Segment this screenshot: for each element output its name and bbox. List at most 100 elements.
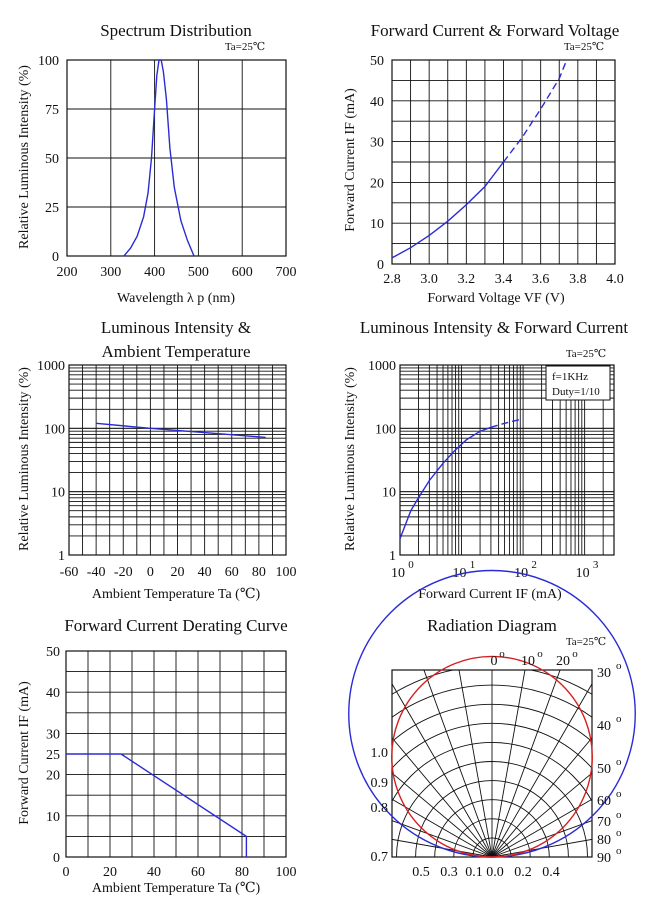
radiation-bottom-tick: 0.0 bbox=[486, 865, 504, 880]
spectrum-ytick: 75 bbox=[45, 103, 59, 118]
ivcur-frame bbox=[399, 364, 615, 556]
ivcur-ytick: 1000 bbox=[368, 359, 396, 374]
radiation-bottom-tick: 0.4 bbox=[542, 865, 560, 880]
ivcur-xtick: 10 bbox=[576, 566, 590, 581]
ivcur-ytick: 10 bbox=[382, 486, 396, 501]
spectrum-ytick: 100 bbox=[38, 54, 59, 69]
iv-ytick: 30 bbox=[370, 136, 384, 151]
ivtemp-ylabel: Relative Luminous Intensity (%) bbox=[17, 367, 32, 551]
ivcur-ytick: 100 bbox=[375, 422, 396, 437]
iv-xtick: 3.8 bbox=[569, 272, 587, 287]
radiation-right-angle: 90 bbox=[597, 851, 611, 866]
iv-xtick: 3.4 bbox=[495, 272, 513, 287]
radiation-right-angle: 70 bbox=[597, 815, 611, 830]
radiation-right-angle-unit: o bbox=[616, 660, 622, 672]
radiation-top-angle-unit: o bbox=[537, 648, 543, 660]
derating-xtick: 80 bbox=[235, 865, 249, 880]
derating-ytick: 25 bbox=[46, 748, 60, 763]
spectrum-ytick: 0 bbox=[52, 250, 59, 265]
radiation-right-angle-unit: o bbox=[616, 788, 622, 800]
derating-xtick: 0 bbox=[63, 865, 70, 880]
radiation-spoke bbox=[491, 772, 592, 857]
derating-ytick: 30 bbox=[46, 727, 60, 742]
iv-xtick: 3.2 bbox=[458, 272, 476, 287]
derating-ytick: 10 bbox=[46, 810, 60, 825]
iv-xtick: 2.8 bbox=[383, 272, 401, 287]
radiation-left-tick: 1.0 bbox=[371, 746, 389, 761]
iv-ylabel: Forward Current IF (mA) bbox=[343, 88, 358, 232]
spectrum-curve bbox=[123, 59, 195, 257]
iv-ytick: 10 bbox=[370, 217, 384, 232]
ivcur-ylabel: Relative Luminous Intensity (%) bbox=[343, 367, 358, 551]
ivcur-xtick: 10 bbox=[453, 566, 467, 581]
spectrum-xtick: 600 bbox=[232, 265, 253, 280]
iv-title: Forward Current & Forward Voltage bbox=[371, 21, 620, 40]
spectrum-xlabel: Wavelength λ p (nm) bbox=[117, 291, 235, 306]
radiation-right-angle-unit: o bbox=[616, 845, 622, 857]
iv-xtick: 3.0 bbox=[420, 272, 438, 287]
intensity-temperature-chart: Luminous Intensity & Ambient Temperature… bbox=[17, 318, 297, 602]
iv-curve-dashed bbox=[502, 59, 568, 163]
radiation-top-angle-unit: o bbox=[499, 648, 505, 660]
intensity-current-chart: Luminous Intensity & Forward Current Ta=… bbox=[343, 318, 628, 602]
radiation-top-angle: 20 bbox=[556, 654, 570, 669]
radiation-bottom-tick: 0.1 bbox=[465, 865, 483, 880]
radiation-spoke bbox=[491, 838, 592, 857]
radiation-left-tick: 0.7 bbox=[371, 850, 389, 865]
spectrum-ytick: 50 bbox=[45, 152, 59, 167]
radiation-spoke bbox=[423, 670, 493, 857]
ivtemp-ytick: 10 bbox=[51, 486, 65, 501]
spectrum-xtick: 700 bbox=[276, 265, 297, 280]
radiation-right-angle: 60 bbox=[597, 794, 611, 809]
spectrum-xtick: 500 bbox=[188, 265, 209, 280]
ivtemp-xtick: 80 bbox=[252, 565, 266, 580]
ivcur-curve-solid bbox=[399, 426, 492, 540]
ivtemp-xtick: -40 bbox=[87, 565, 106, 580]
ivtemp-ytick: 1 bbox=[58, 549, 65, 564]
radiation-chart: Radiation Diagram Ta=25℃ 0 o 10 o 20 o30 o40 o5… bbox=[348, 569, 636, 880]
radiation-spoke bbox=[458, 670, 493, 857]
radiation-spoke bbox=[491, 670, 561, 857]
iv-frame bbox=[391, 59, 616, 265]
radiation-spoke bbox=[392, 838, 493, 857]
radiation-spoke bbox=[392, 820, 493, 857]
radiation-spoke bbox=[491, 737, 592, 857]
radiation-spoke bbox=[392, 737, 493, 857]
derating-xtick: 40 bbox=[147, 865, 161, 880]
radiation-right-angle-unit: o bbox=[616, 756, 622, 768]
ivtemp-xtick: -60 bbox=[60, 565, 79, 580]
ivtemp-frame bbox=[68, 364, 287, 556]
ivcur-note-freq: f=1KHz bbox=[552, 371, 588, 383]
spectrum-frame bbox=[66, 59, 287, 257]
radiation-bottom-tick: 0.2 bbox=[514, 865, 532, 880]
ivcur-xtick-exp: 3 bbox=[593, 559, 599, 571]
ivtemp-ytick: 100 bbox=[44, 422, 65, 437]
iv-ytick: 40 bbox=[370, 95, 384, 110]
derating-curve bbox=[66, 753, 248, 857]
iv-annotation: Ta=25℃ bbox=[564, 41, 604, 53]
ivtemp-ytick: 1000 bbox=[37, 359, 65, 374]
radiation-spoke bbox=[491, 682, 592, 857]
radiation-top-angle-unit: o bbox=[572, 648, 578, 660]
ivtemp-xtick: 40 bbox=[198, 565, 212, 580]
derating-chart: Forward Current Derating Curve Ambient T… bbox=[17, 616, 297, 896]
iv-ytick: 20 bbox=[370, 176, 384, 191]
ivtemp-xtick: 20 bbox=[171, 565, 185, 580]
radiation-bottom-tick: 0.5 bbox=[412, 865, 430, 880]
radiation-right-angle-unit: o bbox=[616, 713, 622, 725]
ivcur-xtick-exp: 0 bbox=[408, 559, 414, 571]
ivcur-title: Luminous Intensity & Forward Current bbox=[360, 318, 628, 337]
spectrum-xtick: 200 bbox=[57, 265, 78, 280]
ivcur-xtick-exp: 2 bbox=[531, 559, 537, 571]
ivtemp-curve bbox=[96, 422, 266, 439]
radiation-top-angle: 10 bbox=[521, 654, 535, 669]
ivcur-note-box bbox=[545, 365, 611, 401]
derating-ylabel: Forward Current IF (mA) bbox=[17, 681, 32, 825]
derating-ytick: 40 bbox=[46, 686, 60, 701]
iv-xtick: 4.0 bbox=[606, 272, 624, 287]
spectrum-chart: Spectrum Distribution Ta=25℃ Wavelength … bbox=[17, 21, 297, 306]
radiation-right-angle: 40 bbox=[597, 719, 611, 734]
derating-xtick: 60 bbox=[191, 865, 205, 880]
iv-xlabel: Forward Voltage VF (V) bbox=[427, 291, 565, 306]
